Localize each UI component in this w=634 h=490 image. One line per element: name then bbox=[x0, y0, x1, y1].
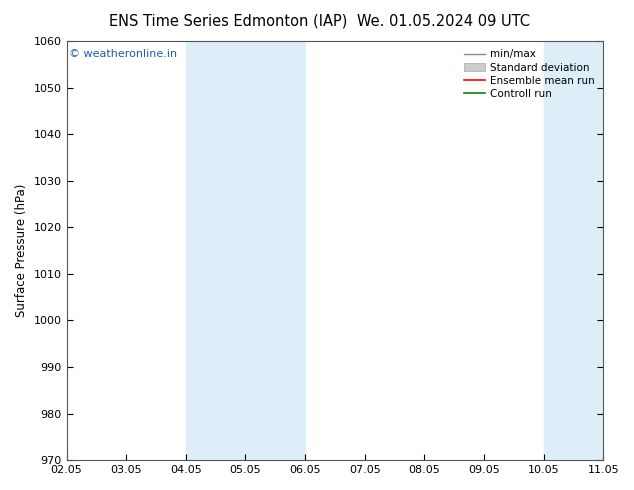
Y-axis label: Surface Pressure (hPa): Surface Pressure (hPa) bbox=[15, 184, 28, 318]
Bar bbox=[186, 41, 245, 460]
Bar bbox=[603, 41, 634, 460]
Text: © weatheronline.in: © weatheronline.in bbox=[69, 49, 178, 59]
Text: We. 01.05.2024 09 UTC: We. 01.05.2024 09 UTC bbox=[358, 14, 530, 29]
Bar bbox=[245, 41, 305, 460]
Text: ENS Time Series Edmonton (IAP): ENS Time Series Edmonton (IAP) bbox=[109, 14, 347, 29]
Legend: min/max, Standard deviation, Ensemble mean run, Controll run: min/max, Standard deviation, Ensemble me… bbox=[461, 46, 598, 102]
Bar bbox=[543, 41, 603, 460]
